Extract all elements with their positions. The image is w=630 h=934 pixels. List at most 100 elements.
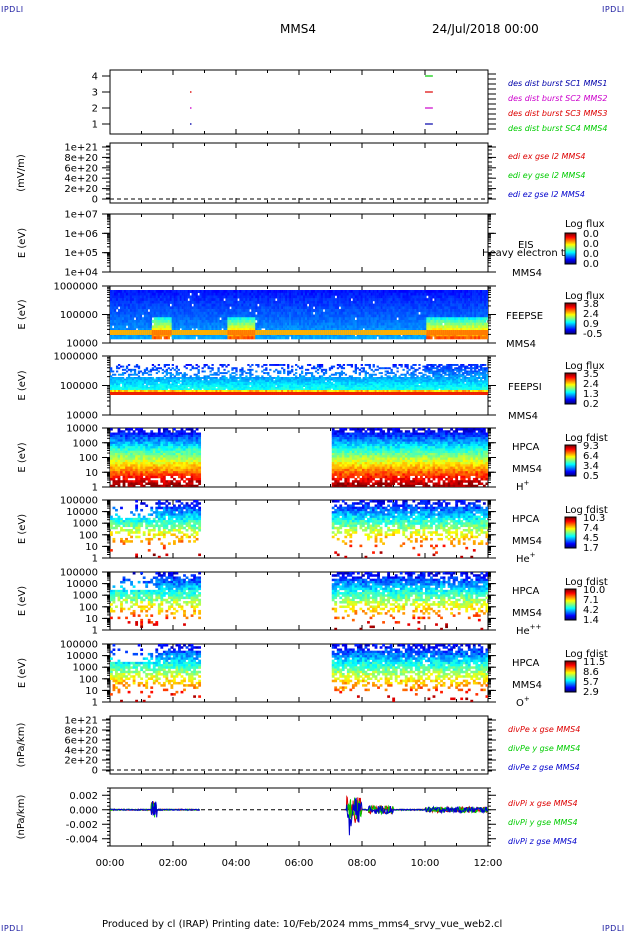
spectro-cell bbox=[147, 333, 151, 337]
spectro-cell bbox=[159, 322, 163, 326]
spectro-cell bbox=[151, 378, 155, 381]
spectro-cell bbox=[129, 303, 133, 307]
spectro-cell bbox=[358, 328, 361, 332]
spectro-cell bbox=[141, 336, 145, 340]
spectro-cell bbox=[213, 298, 216, 302]
spectro-cell bbox=[233, 386, 236, 389]
colorbar-cell bbox=[565, 262, 576, 264]
spectro-cell bbox=[430, 317, 433, 321]
spectro-cell bbox=[291, 336, 294, 340]
spectro-cell bbox=[163, 336, 167, 340]
spectro-cell bbox=[127, 292, 131, 296]
spectro-cell bbox=[414, 330, 417, 335]
spectro-cell bbox=[207, 298, 210, 302]
spectro-cell bbox=[165, 383, 168, 386]
spectro-cell bbox=[163, 325, 167, 329]
spectro-cell bbox=[147, 380, 151, 383]
spectro-cell bbox=[189, 381, 192, 384]
spectro-cell bbox=[257, 295, 260, 299]
spectro-cell bbox=[179, 300, 182, 304]
spectro-cell bbox=[297, 328, 300, 332]
spectro-cell bbox=[231, 292, 234, 296]
spectro-cell bbox=[155, 311, 159, 315]
spectro-cell bbox=[187, 330, 190, 335]
spectro-cell bbox=[123, 328, 127, 332]
spectro-cell bbox=[135, 325, 139, 329]
spectro-cell bbox=[229, 303, 232, 307]
spectro-cell bbox=[430, 333, 433, 337]
colorbar-tick-label: 0.9 bbox=[583, 319, 599, 330]
spectro-cell bbox=[326, 309, 330, 313]
spectro-cell bbox=[231, 380, 234, 383]
spectro-cell bbox=[215, 322, 218, 326]
spectro-cell bbox=[362, 306, 365, 310]
spectro-cell bbox=[312, 314, 316, 318]
spectro-cell bbox=[259, 311, 262, 315]
spectro-cell bbox=[370, 311, 373, 315]
spectro-cell bbox=[111, 381, 115, 384]
spectro-cell bbox=[336, 317, 340, 321]
spectro-cell bbox=[110, 336, 113, 340]
spectro-cell bbox=[398, 317, 401, 321]
spectro-cell bbox=[464, 300, 467, 304]
spectro-cell bbox=[462, 319, 465, 323]
spectro-cell bbox=[356, 322, 359, 326]
spectro-cell bbox=[297, 292, 300, 296]
spectro-cell bbox=[416, 314, 419, 318]
spectro-cell bbox=[191, 386, 194, 389]
spectro-cell bbox=[261, 311, 264, 315]
spectro-cell bbox=[388, 322, 391, 326]
spectro-cell bbox=[436, 336, 439, 340]
spectro-cell bbox=[400, 328, 403, 332]
spectro-cell bbox=[155, 298, 159, 302]
spectro-cell bbox=[338, 300, 342, 304]
spectro-cell bbox=[151, 319, 155, 323]
spectro-cell bbox=[386, 306, 389, 310]
spectro-cell bbox=[390, 317, 393, 321]
spectro-cell bbox=[318, 325, 322, 329]
spectro-cell bbox=[458, 290, 461, 294]
spectro-cell bbox=[235, 386, 238, 389]
spectro-cell bbox=[215, 317, 218, 321]
spectro-cell bbox=[237, 390, 240, 392]
spectro-cell bbox=[219, 330, 222, 335]
spectro-cell bbox=[209, 322, 212, 326]
spectro-cell bbox=[287, 325, 290, 329]
spectro-cell bbox=[426, 325, 429, 329]
spectro-cell bbox=[434, 311, 437, 315]
spectro-cell bbox=[197, 368, 200, 371]
spectro-cell bbox=[205, 380, 208, 383]
spectro-cell bbox=[119, 386, 123, 389]
spectro-cell bbox=[147, 373, 151, 376]
spectro-cell bbox=[259, 322, 262, 326]
spectro-cell bbox=[137, 328, 141, 332]
spectro-cell bbox=[197, 380, 200, 383]
spectro-cell bbox=[380, 292, 383, 296]
spectro-cell bbox=[235, 330, 238, 335]
spectro-cell bbox=[221, 385, 224, 388]
spectro-cell bbox=[342, 300, 346, 304]
spectro-cell bbox=[145, 322, 149, 326]
spectro-cell bbox=[265, 333, 268, 337]
spectro-cell bbox=[394, 298, 397, 302]
spectro-cell bbox=[125, 322, 129, 326]
spectro-cell bbox=[314, 309, 318, 313]
spectro-cell bbox=[314, 295, 318, 299]
spectro-cell bbox=[123, 368, 127, 371]
spectro-cell bbox=[342, 317, 346, 321]
spectro-cell bbox=[159, 298, 163, 302]
spectro-cell bbox=[340, 336, 344, 340]
spectro-cell bbox=[161, 330, 165, 335]
spectro-cell bbox=[342, 328, 346, 332]
spectro-cell bbox=[199, 290, 202, 294]
spectro-cell bbox=[277, 295, 280, 299]
spectro-cell bbox=[243, 311, 246, 315]
colorbar-cell bbox=[565, 244, 576, 246]
spectro-cell bbox=[269, 300, 272, 304]
spectro-cell bbox=[448, 292, 451, 296]
spectro-cell bbox=[159, 314, 163, 318]
spectro-cell bbox=[217, 322, 220, 326]
spectro-cell bbox=[271, 333, 274, 337]
spectro-cell bbox=[243, 298, 246, 302]
spectro-cell bbox=[129, 380, 133, 383]
